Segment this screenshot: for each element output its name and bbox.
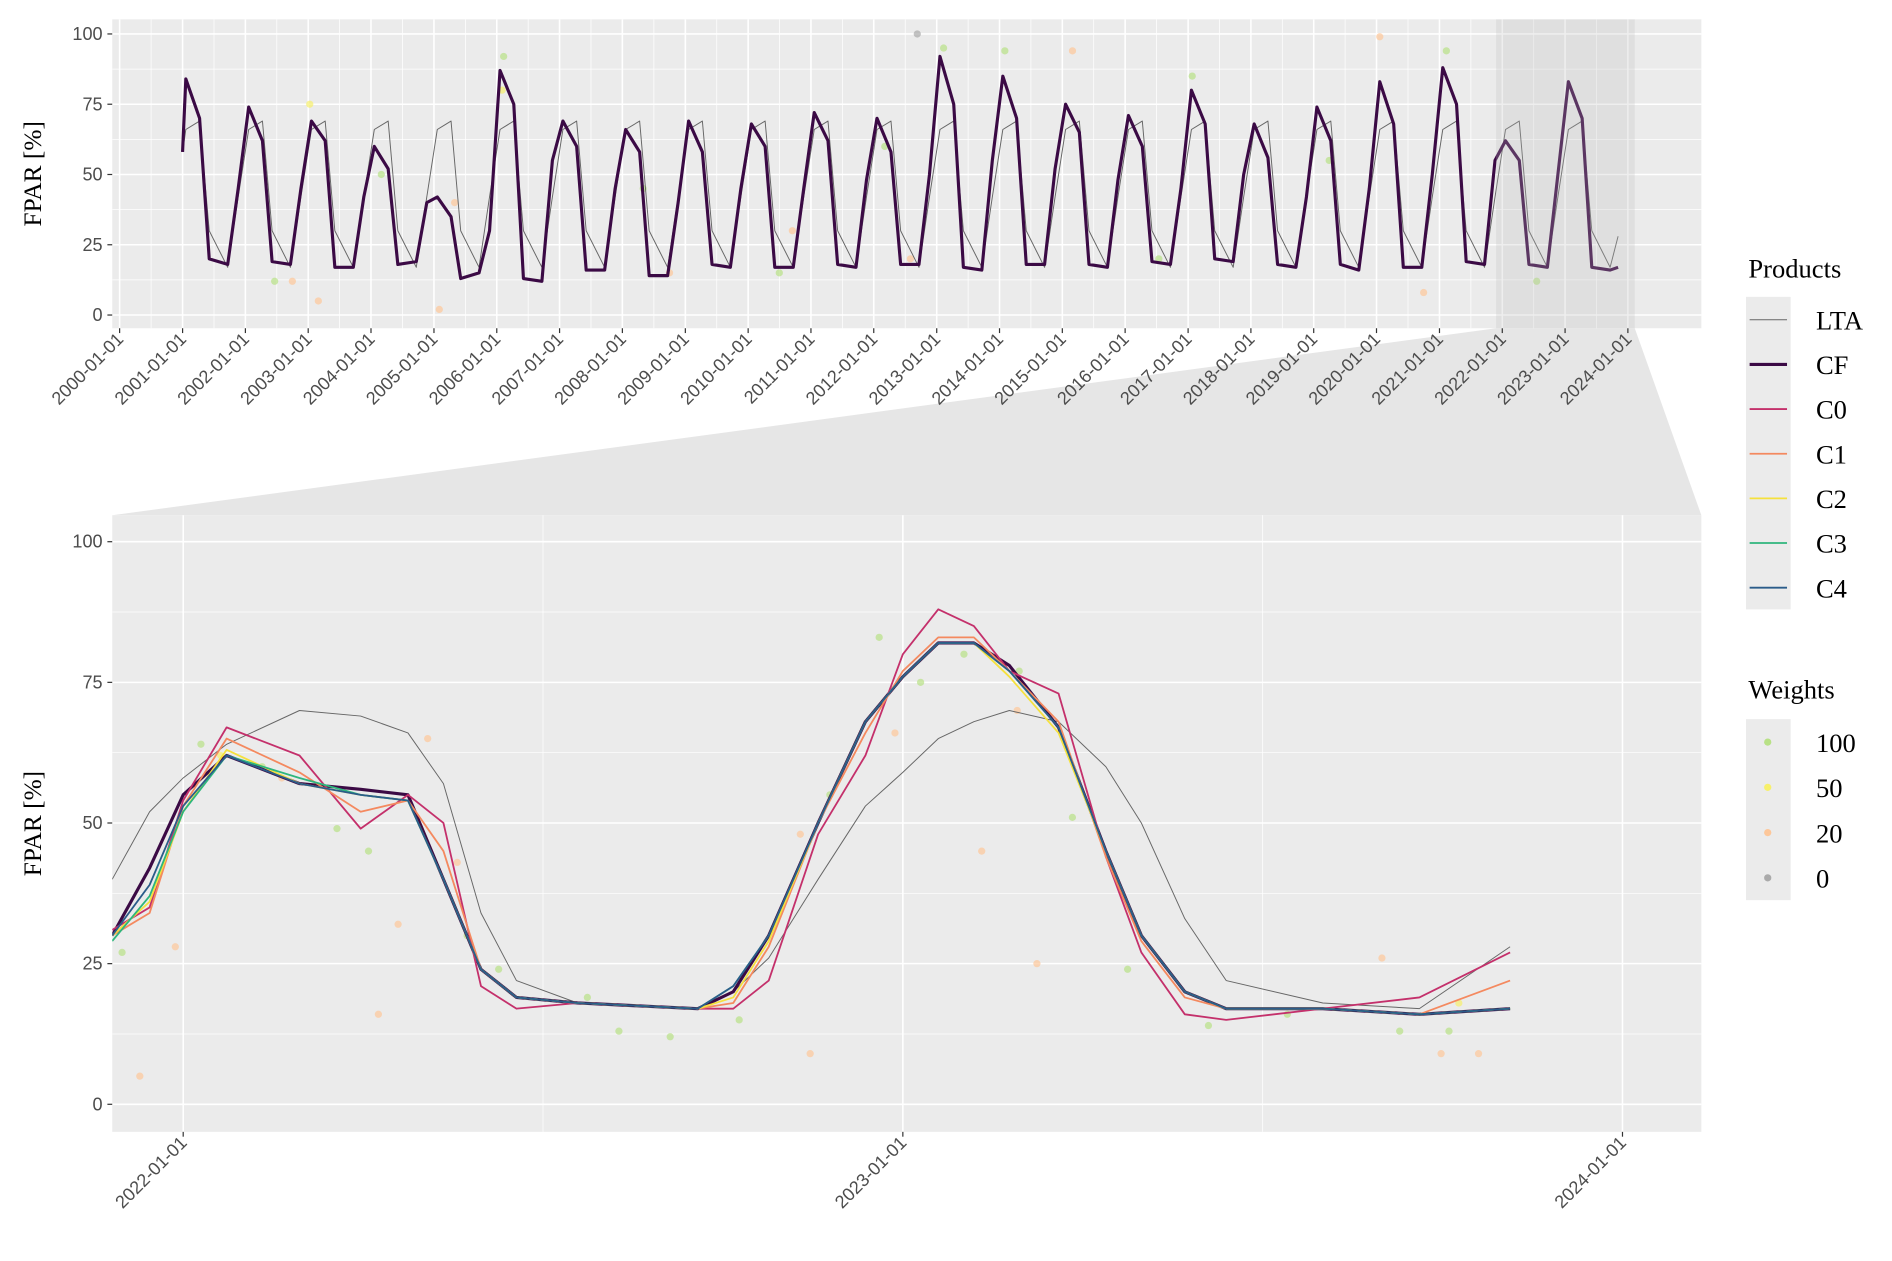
weight-point bbox=[364, 847, 373, 855]
weight-point bbox=[333, 825, 341, 833]
weight-point bbox=[435, 305, 443, 314]
weight-point bbox=[939, 44, 948, 52]
legend-key bbox=[1764, 738, 1772, 746]
legend-label: C3 bbox=[1816, 529, 1847, 559]
weight-point bbox=[1376, 33, 1384, 41]
legend-title: Weights bbox=[1748, 675, 1834, 705]
legend-key-background bbox=[1745, 719, 1791, 901]
weight-point bbox=[171, 943, 179, 951]
weight-point bbox=[1442, 47, 1450, 55]
y-tick-label: 0 bbox=[93, 1094, 103, 1114]
weight-point bbox=[314, 297, 322, 305]
weight-point bbox=[875, 633, 883, 641]
legend-key bbox=[1764, 783, 1772, 791]
y-tick-label: 25 bbox=[82, 235, 102, 255]
weight-point bbox=[913, 30, 921, 38]
weight-point bbox=[916, 678, 925, 686]
weight-point bbox=[796, 830, 804, 838]
zoom-connector bbox=[112, 328, 1702, 516]
weight-point bbox=[271, 277, 279, 285]
weight-point bbox=[288, 277, 296, 285]
weight-point bbox=[1420, 288, 1428, 297]
y-tick-label: 75 bbox=[82, 94, 102, 114]
weight-point bbox=[1001, 47, 1009, 55]
y-tick-label: 75 bbox=[82, 672, 102, 692]
legend-label: C2 bbox=[1816, 484, 1847, 514]
weight-point bbox=[306, 100, 314, 108]
weight-point bbox=[500, 52, 508, 61]
legend-label: C4 bbox=[1816, 573, 1847, 603]
weight-point bbox=[374, 1010, 383, 1018]
legend-label: C0 bbox=[1816, 395, 1847, 425]
x-tick-label: 2024-01-01 bbox=[1551, 1133, 1631, 1213]
weight-point bbox=[1204, 1021, 1213, 1030]
zoom-region bbox=[1496, 19, 1635, 329]
y-tick-label: 50 bbox=[82, 813, 102, 833]
weight-point bbox=[1033, 960, 1041, 968]
legend-label: 100 bbox=[1816, 728, 1856, 758]
weight-point bbox=[1015, 667, 1023, 675]
weight-point bbox=[615, 1027, 623, 1035]
weight-point bbox=[1474, 1050, 1483, 1058]
legend-label: 50 bbox=[1816, 773, 1843, 803]
weight-point bbox=[377, 170, 385, 179]
legend-label: C1 bbox=[1816, 439, 1847, 469]
legend-key bbox=[1764, 874, 1772, 882]
y-axis-title: FPAR [%] bbox=[19, 771, 47, 876]
weight-point bbox=[1068, 47, 1077, 55]
weight-point bbox=[1437, 1050, 1445, 1058]
legend-label: CF bbox=[1816, 350, 1848, 380]
legend: Products Weights LTA CF C0 C1 C2 C3 C4 100 50 20 0 bbox=[1745, 254, 1863, 901]
x-tick-label: 2022-01-01 bbox=[111, 1133, 191, 1213]
weight-point bbox=[1068, 813, 1077, 821]
plot-area bbox=[112, 608, 1511, 1080]
weight-point bbox=[450, 198, 459, 207]
series-line bbox=[112, 710, 1511, 1010]
y-tick-label: 100 bbox=[72, 532, 102, 552]
weight-point bbox=[735, 1016, 743, 1024]
weight-point bbox=[197, 740, 205, 748]
weight-point bbox=[960, 650, 968, 658]
weight-point bbox=[1533, 277, 1541, 285]
plot-area bbox=[180, 30, 1619, 314]
weight-point bbox=[1188, 72, 1196, 80]
weight-point bbox=[906, 255, 915, 263]
legend-title: Products bbox=[1748, 254, 1841, 284]
zoom-panel: 0 25 50 75 100 2022-01-01 2023-01-01 2024-01-01… bbox=[19, 515, 1702, 1213]
series-line bbox=[112, 642, 1511, 1016]
legend-key bbox=[1764, 828, 1772, 837]
weight-point bbox=[1123, 965, 1132, 973]
zoom-wedge bbox=[112, 328, 1702, 516]
weight-point bbox=[891, 729, 899, 737]
legend-label: 20 bbox=[1816, 818, 1843, 848]
y-tick-label: 0 bbox=[93, 305, 103, 325]
series-line bbox=[180, 54, 1619, 283]
weight-point bbox=[394, 920, 402, 928]
y-tick-label: 25 bbox=[82, 954, 102, 974]
y-tick-label: 100 bbox=[72, 24, 102, 44]
weight-point bbox=[495, 965, 503, 973]
weight-point bbox=[806, 1050, 814, 1058]
weight-point bbox=[583, 993, 591, 1002]
legend-label: 0 bbox=[1816, 864, 1829, 894]
weight-point bbox=[1396, 1027, 1404, 1035]
weight-point bbox=[775, 269, 783, 277]
weight-point bbox=[453, 858, 461, 866]
y-tick-label: 50 bbox=[82, 165, 102, 185]
legend-label: LTA bbox=[1816, 305, 1863, 335]
weight-point bbox=[1155, 255, 1163, 263]
y-axis-title: FPAR [%] bbox=[19, 121, 47, 226]
weight-point bbox=[666, 1033, 674, 1041]
weight-point bbox=[1378, 954, 1386, 962]
weight-point bbox=[118, 948, 126, 957]
x-tick-label: 2023-01-01 bbox=[831, 1133, 911, 1213]
weight-point bbox=[136, 1072, 144, 1080]
weight-point bbox=[424, 734, 432, 743]
weight-point bbox=[978, 847, 986, 855]
weight-point bbox=[1445, 1027, 1453, 1035]
series-line bbox=[112, 636, 1511, 1016]
weight-point bbox=[788, 227, 796, 235]
